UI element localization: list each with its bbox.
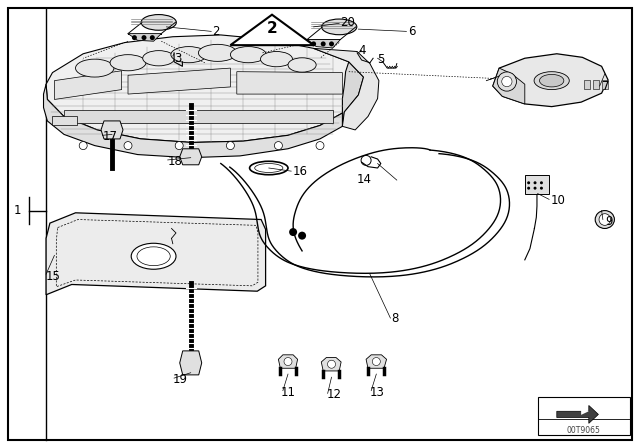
Ellipse shape: [534, 72, 570, 90]
Circle shape: [527, 181, 530, 184]
Bar: [593, 80, 599, 89]
Text: 4: 4: [358, 43, 366, 57]
Text: 5: 5: [378, 52, 385, 66]
Polygon shape: [180, 149, 202, 165]
Text: 3: 3: [174, 52, 182, 65]
Ellipse shape: [322, 19, 357, 35]
Text: 20: 20: [340, 16, 355, 29]
Text: 16: 16: [293, 164, 308, 178]
Text: 2: 2: [267, 21, 277, 36]
Bar: [602, 80, 608, 89]
Circle shape: [540, 187, 543, 190]
Polygon shape: [52, 116, 77, 125]
Bar: [584, 80, 590, 89]
Text: 15: 15: [46, 270, 61, 283]
Polygon shape: [493, 54, 608, 107]
Text: 10: 10: [550, 194, 565, 207]
Polygon shape: [46, 35, 364, 142]
Ellipse shape: [198, 44, 237, 61]
Circle shape: [275, 142, 282, 150]
Polygon shape: [307, 39, 340, 48]
Bar: [525, 175, 549, 194]
Circle shape: [329, 41, 334, 47]
Circle shape: [540, 181, 543, 184]
Circle shape: [284, 358, 292, 366]
Polygon shape: [366, 355, 387, 368]
Circle shape: [132, 35, 137, 40]
Ellipse shape: [171, 47, 207, 63]
Ellipse shape: [540, 74, 564, 87]
Ellipse shape: [230, 47, 266, 63]
Circle shape: [175, 142, 183, 150]
Ellipse shape: [260, 52, 292, 67]
Bar: [538, 397, 630, 435]
Circle shape: [372, 358, 380, 366]
Polygon shape: [314, 48, 379, 130]
Text: 14: 14: [357, 172, 372, 186]
Polygon shape: [64, 110, 333, 123]
Polygon shape: [278, 355, 298, 368]
Circle shape: [227, 142, 234, 150]
Text: 9: 9: [605, 215, 612, 228]
Circle shape: [289, 228, 297, 236]
Polygon shape: [237, 72, 342, 94]
Polygon shape: [557, 405, 598, 423]
Circle shape: [497, 72, 516, 91]
Circle shape: [316, 142, 324, 150]
Polygon shape: [46, 213, 266, 295]
Text: 12: 12: [326, 388, 341, 401]
Ellipse shape: [76, 59, 114, 77]
Text: 6: 6: [408, 25, 416, 38]
Text: 19: 19: [173, 373, 188, 387]
Polygon shape: [557, 408, 589, 415]
Circle shape: [150, 35, 155, 40]
Ellipse shape: [288, 58, 316, 72]
Text: 1: 1: [14, 204, 22, 217]
Circle shape: [124, 142, 132, 150]
Polygon shape: [342, 62, 364, 126]
Circle shape: [79, 142, 87, 150]
Polygon shape: [128, 68, 230, 94]
Ellipse shape: [143, 51, 175, 66]
Circle shape: [321, 41, 326, 47]
Polygon shape: [230, 15, 314, 45]
Polygon shape: [128, 34, 161, 41]
Text: 2: 2: [212, 25, 220, 38]
Ellipse shape: [595, 211, 614, 228]
Text: 18: 18: [168, 155, 182, 168]
Text: 17: 17: [102, 130, 117, 143]
Polygon shape: [180, 351, 202, 375]
Text: 8: 8: [392, 312, 399, 326]
Ellipse shape: [141, 15, 177, 30]
Polygon shape: [321, 358, 341, 371]
Ellipse shape: [599, 214, 611, 225]
Polygon shape: [54, 71, 122, 99]
Ellipse shape: [131, 243, 176, 269]
Circle shape: [534, 181, 536, 184]
Circle shape: [527, 187, 530, 190]
Circle shape: [328, 360, 335, 368]
Text: 7: 7: [602, 79, 609, 93]
Text: 00T9065: 00T9065: [567, 426, 600, 435]
Circle shape: [298, 232, 306, 240]
Text: 13: 13: [370, 385, 385, 399]
Text: 11: 11: [280, 385, 295, 399]
Circle shape: [141, 35, 147, 40]
Polygon shape: [493, 68, 525, 104]
Circle shape: [534, 187, 536, 190]
Polygon shape: [44, 84, 344, 158]
Ellipse shape: [110, 55, 146, 71]
Polygon shape: [101, 121, 123, 139]
Circle shape: [502, 77, 512, 86]
Circle shape: [311, 41, 316, 47]
